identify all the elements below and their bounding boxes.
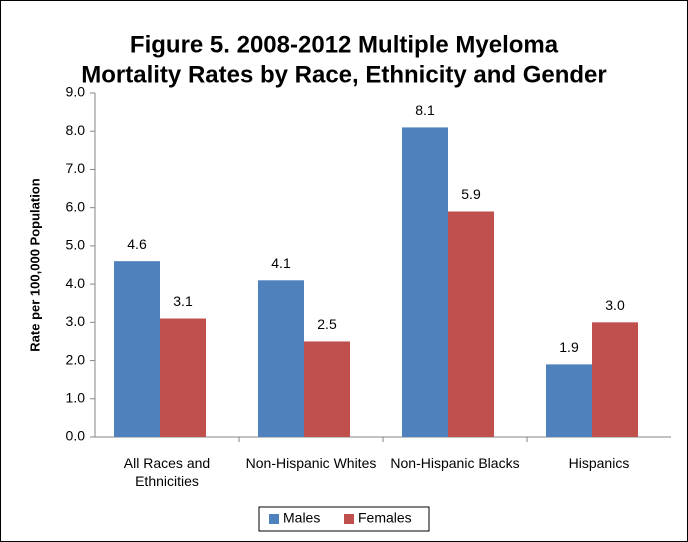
y-axis-label: Rate per 100,000 Population xyxy=(27,178,42,351)
y-tick-label: 0.0 xyxy=(66,428,86,444)
bar xyxy=(160,318,206,437)
legend-label: Females xyxy=(358,510,412,526)
bar xyxy=(546,364,592,437)
bar xyxy=(448,211,494,437)
y-tick-label: 4.0 xyxy=(66,275,86,291)
x-tick-label: All Races and Ethnicities xyxy=(123,455,211,489)
chart-title: Mortality Rates by Race, Ethnicity and G… xyxy=(81,61,606,88)
x-tick-label: Non-Hispanic Whites xyxy=(245,455,377,471)
legend-swatch xyxy=(344,514,354,524)
x-tick-label: Non-Hispanic Blacks xyxy=(390,455,520,471)
value-label: 8.1 xyxy=(415,102,435,118)
y-tick-label: 3.0 xyxy=(66,313,86,329)
value-label: 3.1 xyxy=(173,293,193,309)
y-tick-label: 2.0 xyxy=(66,351,86,367)
y-tick-label: 8.0 xyxy=(66,122,86,138)
legend-label: Males xyxy=(283,510,320,526)
legend-swatch xyxy=(269,514,279,524)
bar xyxy=(114,261,160,437)
bar xyxy=(592,322,638,437)
value-label: 2.5 xyxy=(317,316,337,332)
bar xyxy=(304,341,350,437)
bar xyxy=(402,127,448,438)
bar xyxy=(258,280,304,437)
y-tick-label: 7.0 xyxy=(66,160,86,176)
y-tick-label: 5.0 xyxy=(66,237,86,253)
value-label: 5.9 xyxy=(461,186,481,202)
value-label: 3.0 xyxy=(605,297,625,313)
x-tick-label: Hispanics xyxy=(568,455,630,471)
chart-title: Figure 5. 2008-2012 Multiple Myeloma xyxy=(130,31,559,58)
y-tick-label: 9.0 xyxy=(66,84,86,100)
y-tick-label: 6.0 xyxy=(66,198,86,214)
value-label: 1.9 xyxy=(559,339,579,355)
value-label: 4.6 xyxy=(127,236,147,252)
y-tick-label: 1.0 xyxy=(66,389,86,405)
value-label: 4.1 xyxy=(271,255,291,271)
